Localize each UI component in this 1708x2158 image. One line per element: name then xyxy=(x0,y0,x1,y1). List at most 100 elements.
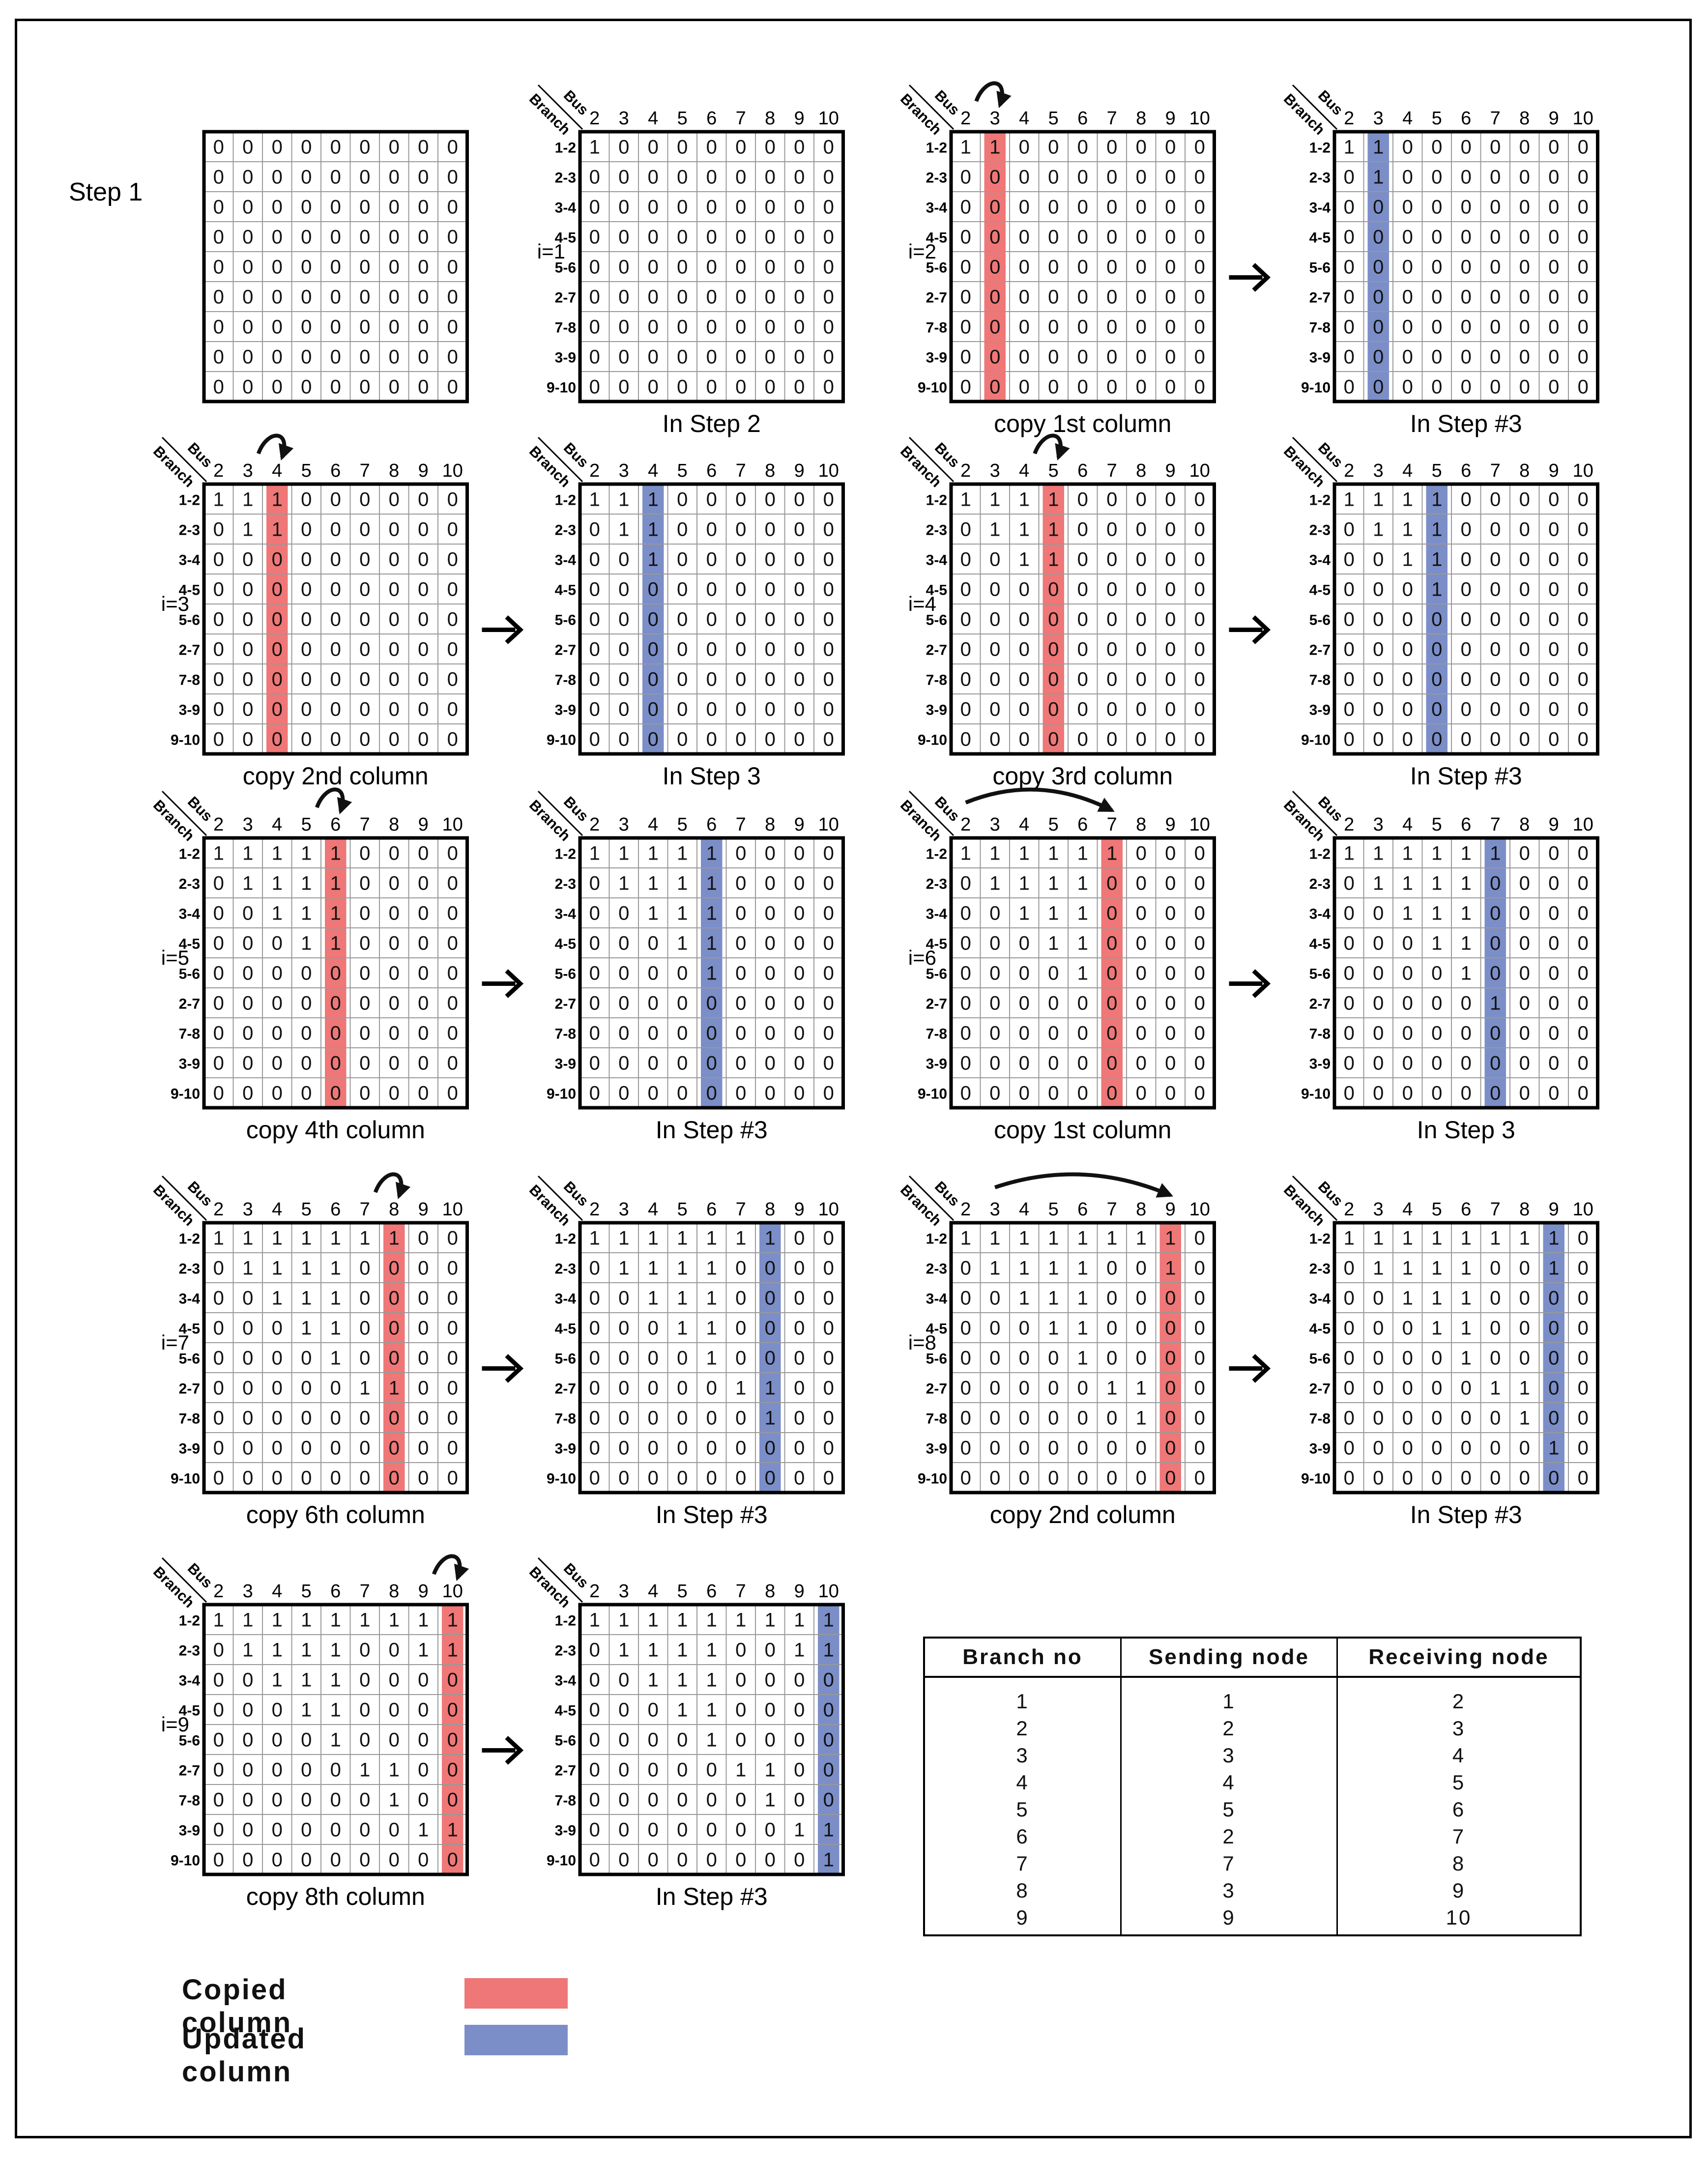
matrix-cell: 0 xyxy=(823,489,834,511)
matrix-cell: 0 xyxy=(589,1640,600,1661)
matrix-cell: 0 xyxy=(960,1318,971,1339)
matrix-cell: 0 xyxy=(272,1318,283,1339)
bus-number: 6 xyxy=(1461,108,1471,129)
matrix-cell: 0 xyxy=(1402,993,1413,1014)
matrix-cell: 0 xyxy=(1344,1408,1355,1429)
matrix-cell: 0 xyxy=(1344,1318,1355,1339)
matrix-cell: 0 xyxy=(765,1467,776,1489)
branch-label: 2-7 xyxy=(926,290,947,306)
matrix-cell: 0 xyxy=(242,1083,253,1104)
matrix-cell: 1 xyxy=(1048,903,1059,924)
matrix-cell: 0 xyxy=(677,1348,688,1369)
matrix-cell: 0 xyxy=(1136,137,1147,158)
copy-arrow xyxy=(994,1172,1174,1198)
matrix-cell: 0 xyxy=(272,1083,283,1104)
matrix-cell: 1 xyxy=(1019,843,1030,864)
matrix-cell: 0 xyxy=(389,137,400,158)
matrix-cell: 0 xyxy=(1194,1348,1205,1369)
bus-number: 3 xyxy=(243,1199,253,1220)
matrix-cell: 0 xyxy=(1194,197,1205,218)
branch-label: 7-8 xyxy=(926,320,947,336)
matrix-cell: 0 xyxy=(1490,227,1501,248)
matrix-cell: 1 xyxy=(618,1610,629,1631)
bus-number: 5 xyxy=(677,814,688,835)
matrix-cell: 0 xyxy=(1548,873,1559,894)
matrix-cell: 0 xyxy=(589,903,600,924)
matrix-i2-copy: 1 1 0 0 0 0 0 0 00 0 0 0 0 0 0 0 00 0 0 0 0 0 0 0 00 0 0 0 0 0 0 0 00 0 0 0… xyxy=(897,81,1216,437)
right-arrow-icon xyxy=(1229,263,1271,292)
matrix-cell: 1 xyxy=(1165,1258,1176,1279)
matrix-cell: 0 xyxy=(1373,287,1384,308)
matrix-cell: 1 xyxy=(330,1640,341,1661)
branch-label: 1-2 xyxy=(179,492,200,509)
matrix-cell: 0 xyxy=(648,227,659,248)
matrix-cell: 1 xyxy=(301,903,312,924)
matrix-cell: 0 xyxy=(960,1348,971,1369)
matrix-border xyxy=(578,482,845,756)
matrix-cell: 0 xyxy=(1344,1438,1355,1459)
matrix-cell: 0 xyxy=(1519,1467,1530,1489)
matrix-cell: 0 xyxy=(735,1083,746,1104)
matrix-cell: 0 xyxy=(794,287,805,308)
matrix-cell: 0 xyxy=(1461,137,1472,158)
matrix-cell: 0 xyxy=(301,376,312,398)
matrix-cell: 0 xyxy=(301,1053,312,1074)
matrix-cell: 0 xyxy=(1490,1408,1501,1429)
matrix-cell: 0 xyxy=(330,993,341,1014)
matrix-cell: 0 xyxy=(1019,317,1030,338)
bus-number: 10 xyxy=(1573,1199,1593,1220)
matrix-cell: 0 xyxy=(794,197,805,218)
matrix-cell: 0 xyxy=(242,1669,253,1691)
matrix-cell: 0 xyxy=(1077,549,1088,571)
matrix-cell: 0 xyxy=(1578,639,1589,661)
matrix-cell: 0 xyxy=(1461,1467,1472,1489)
matrix-i7-copy: 1 1 1 1 1 1 1 0 00 1 1 1 1 0 0 0 00 0 1 1 1 0 0 0 00 0 0 1 1 0 0 0 00 0 0 0… xyxy=(150,1172,469,1528)
matrix-cell: 0 xyxy=(1461,1378,1472,1399)
matrix-cell: 0 xyxy=(1048,287,1059,308)
branch-label: 3-9 xyxy=(1309,1056,1331,1072)
matrix-cell: 0 xyxy=(1490,639,1501,661)
matrix-cell: 0 xyxy=(242,167,253,188)
matrix-cell: 0 xyxy=(1578,1053,1589,1074)
matrix-cell: 0 xyxy=(648,1408,659,1429)
matrix-cell: 0 xyxy=(589,1023,600,1044)
matrix-cell: 0 xyxy=(1136,1467,1147,1489)
matrix-cell: 0 xyxy=(648,1053,659,1074)
matrix-cell: 1 xyxy=(989,1228,1000,1249)
matrix-cell: 0 xyxy=(1194,579,1205,601)
matrix-cell: 0 xyxy=(1048,729,1059,750)
matrix-cell: 0 xyxy=(1194,1288,1205,1309)
matrix-cell: 0 xyxy=(1048,1348,1059,1369)
matrix-cell: 1 xyxy=(648,1258,659,1279)
bus-number: 9 xyxy=(1549,814,1559,835)
matrix-caption: In Step #3 xyxy=(1410,1501,1522,1528)
branch-label: 7-8 xyxy=(1309,1026,1331,1042)
matrix-cell: 0 xyxy=(618,1438,629,1459)
matrix-cell: 0 xyxy=(960,669,971,691)
matrix-cell: 0 xyxy=(1077,1083,1088,1104)
matrix-cell: 1 xyxy=(589,137,600,158)
matrix-cell: 0 xyxy=(1548,197,1559,218)
matrix-border xyxy=(1332,482,1599,756)
matrix-cell: 0 xyxy=(213,1819,224,1841)
branch-label: 1-2 xyxy=(926,492,947,509)
branch-label: 3-9 xyxy=(1309,350,1331,366)
matrix-cell: 1 xyxy=(677,843,688,864)
iteration-label: i=1 xyxy=(537,240,565,263)
matrix-cell: 1 xyxy=(272,1640,283,1661)
matrix-cell: 0 xyxy=(648,1378,659,1399)
matrix-cell: 0 xyxy=(1194,843,1205,864)
branch-label: 1-2 xyxy=(926,846,947,863)
matrix-cell: 0 xyxy=(1048,1053,1059,1074)
matrix-cell: 0 xyxy=(765,669,776,691)
matrix-cell: 0 xyxy=(735,1258,746,1279)
matrix-cell: 0 xyxy=(272,317,283,338)
matrix-cell: 1 xyxy=(447,1819,458,1841)
matrix-cell: 0 xyxy=(1519,489,1530,511)
bus-number: 2 xyxy=(213,814,224,835)
branch-label: 4-5 xyxy=(179,1703,200,1719)
matrix-cell: 0 xyxy=(1048,993,1059,1014)
branch-label: 2-3 xyxy=(1309,522,1331,539)
matrix-cell: 0 xyxy=(618,1669,629,1691)
matrix-cell: 0 xyxy=(677,729,688,750)
